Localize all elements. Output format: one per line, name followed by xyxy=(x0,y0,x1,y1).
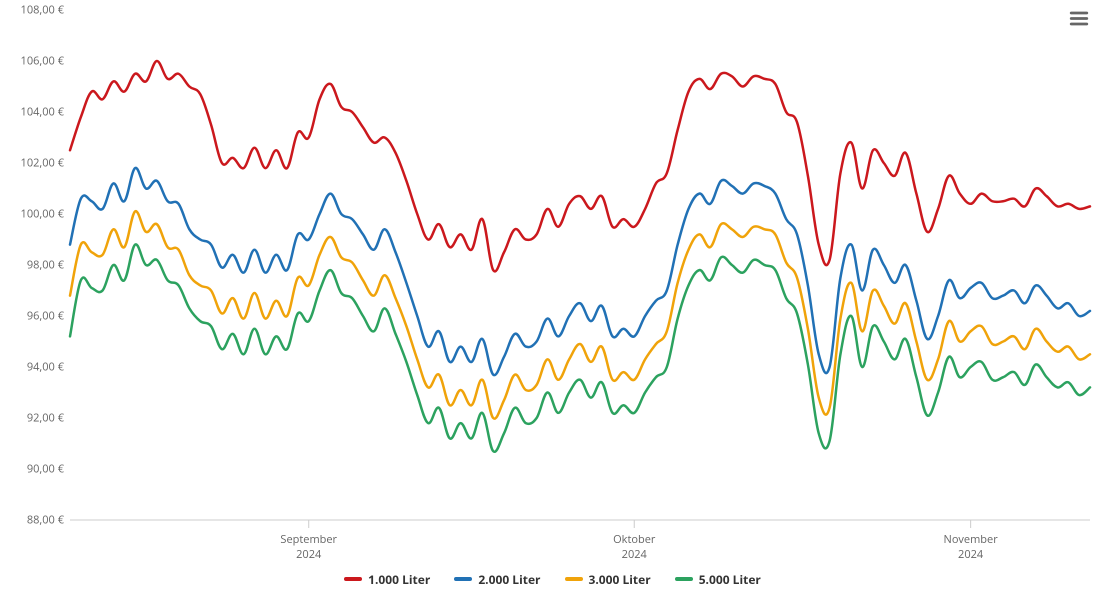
series-line[interactable] xyxy=(70,61,1090,271)
legend-swatch xyxy=(675,577,693,581)
chart-plot-area xyxy=(0,0,1105,602)
y-axis-label: 98,00 € xyxy=(8,258,64,273)
legend-swatch xyxy=(454,577,472,581)
legend-item[interactable]: 3.000 Liter xyxy=(565,571,651,588)
x-axis-label: November2024 xyxy=(911,532,1031,562)
price-chart: 88,00 € 90,00 € 92,00 € 94,00 € 96,00 € 98,00… xyxy=(0,0,1105,602)
legend-swatch xyxy=(344,577,362,581)
series-line[interactable] xyxy=(70,211,1090,418)
legend-label: 1.000 Liter xyxy=(368,571,430,588)
legend-item[interactable]: 2.000 Liter xyxy=(454,571,540,588)
series-line[interactable] xyxy=(70,244,1090,451)
legend-label: 2.000 Liter xyxy=(478,571,540,588)
y-axis-label: 108,00 € xyxy=(8,3,64,18)
y-axis-label: 96,00 € xyxy=(8,309,64,324)
y-axis-label: 104,00 € xyxy=(8,105,64,120)
y-axis-label: 88,00 € xyxy=(8,513,64,528)
legend-item[interactable]: 1.000 Liter xyxy=(344,571,430,588)
y-axis-label: 92,00 € xyxy=(8,411,64,426)
x-axis-label: Oktober2024 xyxy=(574,532,694,562)
legend-label: 3.000 Liter xyxy=(589,571,651,588)
y-axis-label: 106,00 € xyxy=(8,54,64,69)
legend-swatch xyxy=(565,577,583,581)
chart-legend: 1.000 Liter 2.000 Liter 3.000 Liter 5.000 L… xyxy=(0,568,1105,588)
y-axis-label: 94,00 € xyxy=(8,360,64,375)
y-axis-label: 102,00 € xyxy=(8,156,64,171)
y-axis-label: 90,00 € xyxy=(8,462,64,477)
legend-item[interactable]: 5.000 Liter xyxy=(675,571,761,588)
y-axis-label: 100,00 € xyxy=(8,207,64,222)
x-axis-label: September2024 xyxy=(249,532,369,562)
legend-label: 5.000 Liter xyxy=(699,571,761,588)
